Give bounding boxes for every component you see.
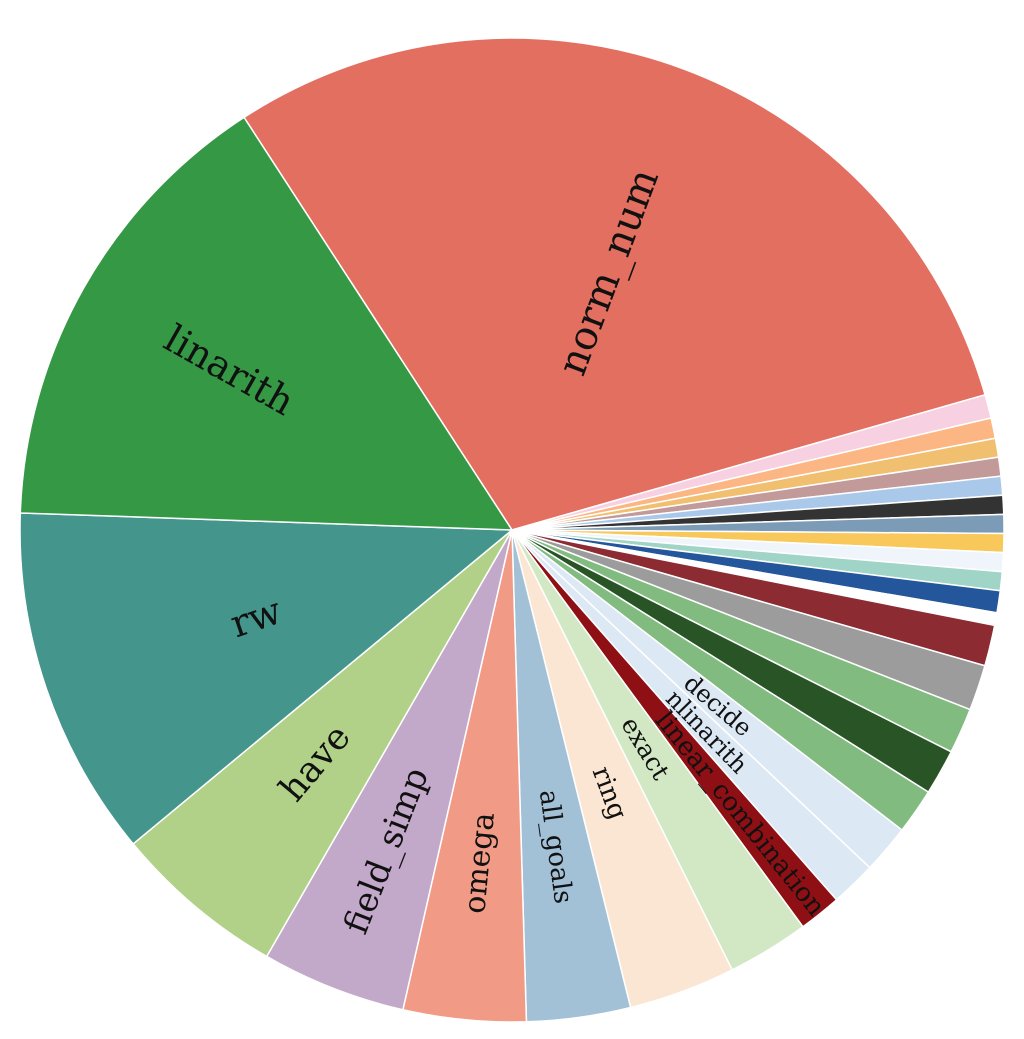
pie-slice-norm-num [243, 37, 986, 531]
pie-slices [19, 37, 1005, 1023]
pie-slice-linarith [19, 116, 514, 531]
pie-slice-have [132, 529, 513, 958]
pie-slice-rw [19, 512, 514, 845]
